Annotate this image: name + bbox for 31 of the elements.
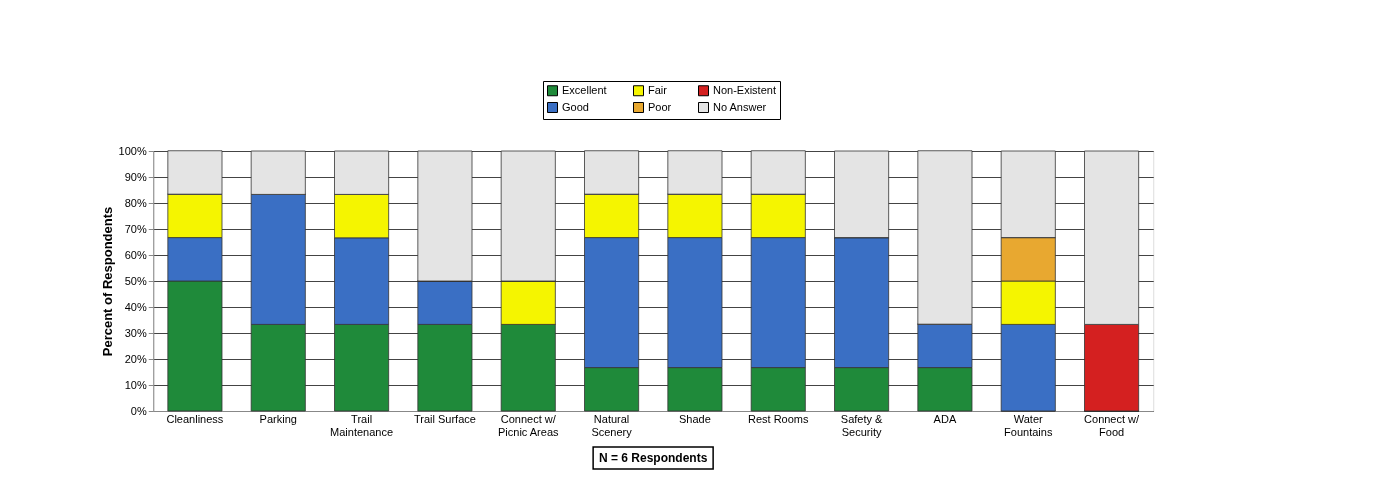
legend-label: Excellent xyxy=(562,83,607,96)
y-tick-label: 20% xyxy=(124,352,147,365)
y-tick-label: 100% xyxy=(118,144,147,157)
y-axis-title: Percent of Respondents xyxy=(99,206,115,357)
x-tick-label: Natural Scenery xyxy=(591,412,633,438)
legend-label: Poor xyxy=(648,100,672,113)
y-tick-label: 90% xyxy=(124,170,147,183)
x-tick-label: Parking xyxy=(259,412,297,425)
y-tick-label: 0% xyxy=(130,404,147,417)
x-tick-label: Water Fountains xyxy=(1004,412,1053,438)
x-tick-label: Shade xyxy=(679,412,711,425)
legend-label: Fair xyxy=(648,83,668,96)
y-tick-label: 50% xyxy=(124,274,147,287)
y-tick-label: 40% xyxy=(124,300,147,313)
legend-label: Non-Existent xyxy=(713,83,776,96)
x-tick-label: Safety & Security xyxy=(840,412,884,438)
x-tick-label: Rest Rooms xyxy=(747,412,809,425)
y-tick-label: 80% xyxy=(124,196,147,209)
x-tick-label: Trail Maintenance xyxy=(330,412,394,438)
x-tick-label: Cleanliness xyxy=(166,412,224,425)
x-tick-label: ADA xyxy=(933,412,957,425)
y-tick-label: 70% xyxy=(124,222,147,235)
y-tick-label: 30% xyxy=(124,326,147,339)
legend-label: No Answer xyxy=(713,100,767,113)
x-tick-label: Connect w/ Picnic Areas xyxy=(497,412,560,438)
x-tick-label: Trail Surface xyxy=(413,412,476,425)
text: N = 6 Respondents xyxy=(598,451,708,465)
y-tick-label: 10% xyxy=(124,378,147,391)
x-tick-label: Connect w/ Food xyxy=(1084,412,1141,438)
legend-label: Good xyxy=(562,100,589,113)
y-tick-label: 60% xyxy=(124,248,147,261)
